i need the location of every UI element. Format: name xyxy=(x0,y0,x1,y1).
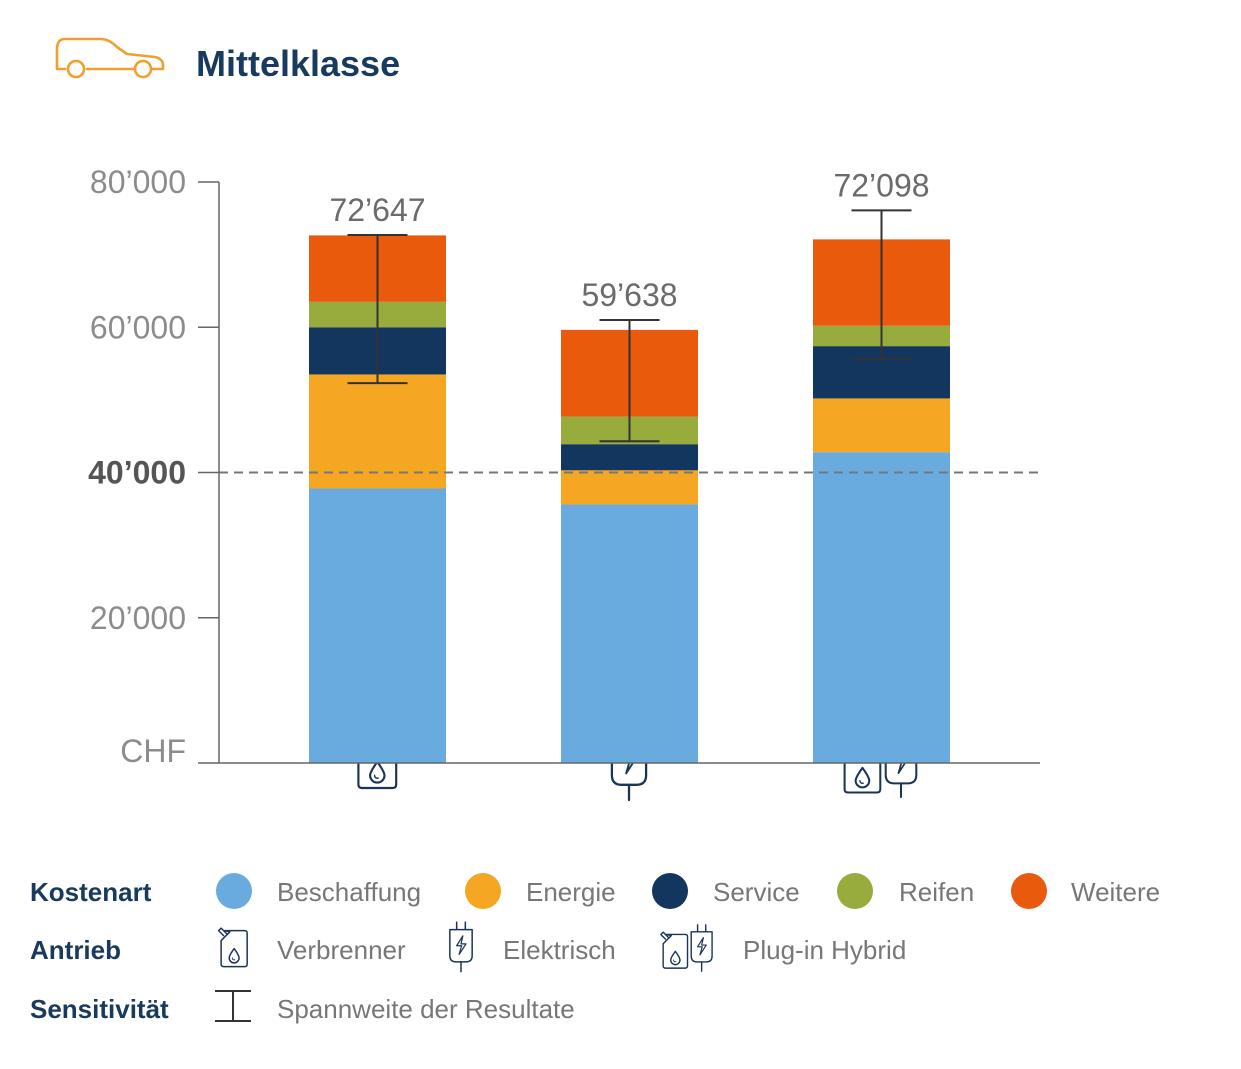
fuel-can-icon xyxy=(660,931,689,969)
legend-item-label: Beschaffung xyxy=(277,877,421,907)
fuel-drop-shine xyxy=(231,957,236,961)
fuel-drop xyxy=(369,760,386,784)
bar-segment-energie xyxy=(813,398,950,453)
y-tick-label: 60’000 xyxy=(90,309,186,345)
fuel-can-icon xyxy=(217,927,248,968)
y-tick-label: 80’000 xyxy=(90,164,186,200)
bolt xyxy=(456,935,467,956)
legend-kostenart-label: Kostenart xyxy=(30,877,152,907)
legend-item-label: Verbrenner xyxy=(277,935,406,965)
legend-swatch-weitere xyxy=(1011,873,1047,909)
fuel-can-spout xyxy=(217,927,229,937)
bar-segment-beschaffung xyxy=(561,504,698,763)
fuel-can-plug-icon xyxy=(660,924,713,972)
fuel-drop-shine xyxy=(373,774,379,779)
total-label: 72’098 xyxy=(833,167,929,203)
car-icon xyxy=(55,37,165,79)
legend-item-label: Service xyxy=(713,877,800,907)
fuel-drop xyxy=(228,947,240,964)
bar-segment-beschaffung xyxy=(813,452,950,763)
y-tick-label: 20’000 xyxy=(90,600,186,636)
plug-icon xyxy=(449,921,473,973)
bar-segment-service xyxy=(561,444,698,471)
page-title: Mittelklasse xyxy=(196,43,400,84)
car-wheel-front xyxy=(66,59,86,79)
y-axis-label: CHF xyxy=(120,733,186,769)
car-wheel-rear xyxy=(133,59,153,79)
fuel-drop xyxy=(670,950,681,966)
legend-swatch-reifen xyxy=(837,873,873,909)
legend-item-label: Reifen xyxy=(899,877,974,907)
legend-swatch-energie xyxy=(465,873,501,909)
legend-sensitivitaet-label: Sensitivität xyxy=(30,994,169,1024)
legend-item-label: Plug-in Hybrid xyxy=(743,935,906,965)
total-label: 59’638 xyxy=(581,277,677,313)
legend-antrieb-label: Antrieb xyxy=(30,935,121,965)
legend-swatch-service xyxy=(652,873,688,909)
bar-segment-beschaffung xyxy=(309,488,446,763)
range-bar-icon xyxy=(215,990,251,1022)
fuel-can-spout xyxy=(660,931,670,940)
bar-segment-energie xyxy=(561,470,698,505)
legend-item-label: Spannweite der Resultate xyxy=(277,994,575,1024)
car-body xyxy=(55,37,165,71)
bolt xyxy=(697,936,707,956)
fuel-drop-shine xyxy=(859,779,864,784)
bar-segment-energie xyxy=(309,374,446,489)
plug-icon xyxy=(690,924,713,972)
fuel-drop-shine xyxy=(673,959,677,963)
total-label: 72’647 xyxy=(329,192,425,228)
legend-item-label: Weitere xyxy=(1071,877,1160,907)
legend-item-label: Elektrisch xyxy=(503,935,616,965)
legend-swatch-beschaffung xyxy=(216,873,252,909)
legend-item-label: Energie xyxy=(526,877,616,907)
fuel-drop xyxy=(854,766,871,789)
y-tick-label: 40’000 xyxy=(88,455,186,491)
